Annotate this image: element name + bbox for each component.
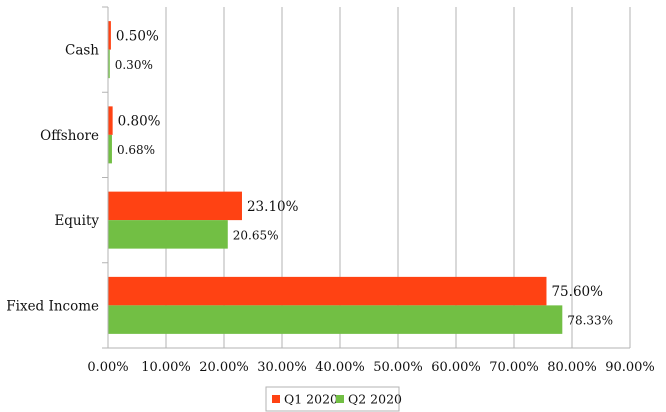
bars: [108, 21, 563, 334]
x-tick-label: 80.00%: [547, 360, 597, 375]
legend-label: Q1 2020: [284, 392, 338, 407]
bar: [108, 191, 242, 221]
category-label: Offshore: [40, 128, 99, 144]
bar: [108, 49, 110, 79]
category-label: Cash: [65, 43, 99, 59]
data-label: 78.33%: [567, 314, 613, 328]
x-tick-label: 0.00%: [87, 360, 128, 375]
x-tick-label: 60.00%: [431, 360, 481, 375]
category-labels: Cash Offshore Equity Fixed Income: [6, 43, 99, 315]
bar: [108, 106, 113, 135]
x-tick-label: 20.00%: [199, 360, 249, 375]
gridlines: [165, 7, 631, 348]
bar: [108, 134, 112, 164]
category-label: Equity: [54, 213, 99, 229]
data-label: 0.68%: [117, 143, 155, 157]
bar: [108, 21, 111, 50]
data-label: 75.60%: [551, 284, 603, 300]
legend: Q1 2020 Q2 2020: [265, 386, 402, 412]
legend-swatch: [272, 395, 280, 403]
x-tick-label: 50.00%: [373, 360, 423, 375]
x-tick-label: 30.00%: [257, 360, 307, 375]
data-label: 20.65%: [233, 228, 279, 242]
data-labels: 0.50% 0.30% 0.80% 0.68% 23.10% 20.65% 75.60% 78…: [115, 28, 613, 327]
x-tick-label: 70.00%: [489, 360, 539, 375]
bar: [108, 220, 228, 249]
legend-box: [265, 386, 400, 412]
data-label: 0.30%: [115, 58, 153, 72]
data-label: 0.50%: [116, 28, 159, 44]
x-tick-label: 10.00%: [141, 360, 191, 375]
bar: [108, 305, 563, 334]
data-label: 23.10%: [247, 199, 299, 215]
legend-label: Q2 2020: [348, 392, 402, 407]
category-label: Fixed Income: [6, 298, 99, 314]
bar: [108, 276, 547, 306]
x-tick-labels: 0.00% 10.00% 20.00% 30.00% 40.00% 50.00% 60.00…: [87, 360, 654, 375]
axes: [102, 6, 630, 349]
data-label: 0.80%: [118, 114, 161, 130]
x-tick-label: 40.00%: [315, 360, 365, 375]
legend-swatch: [336, 395, 344, 403]
x-tick-label: 90.00%: [605, 360, 655, 375]
